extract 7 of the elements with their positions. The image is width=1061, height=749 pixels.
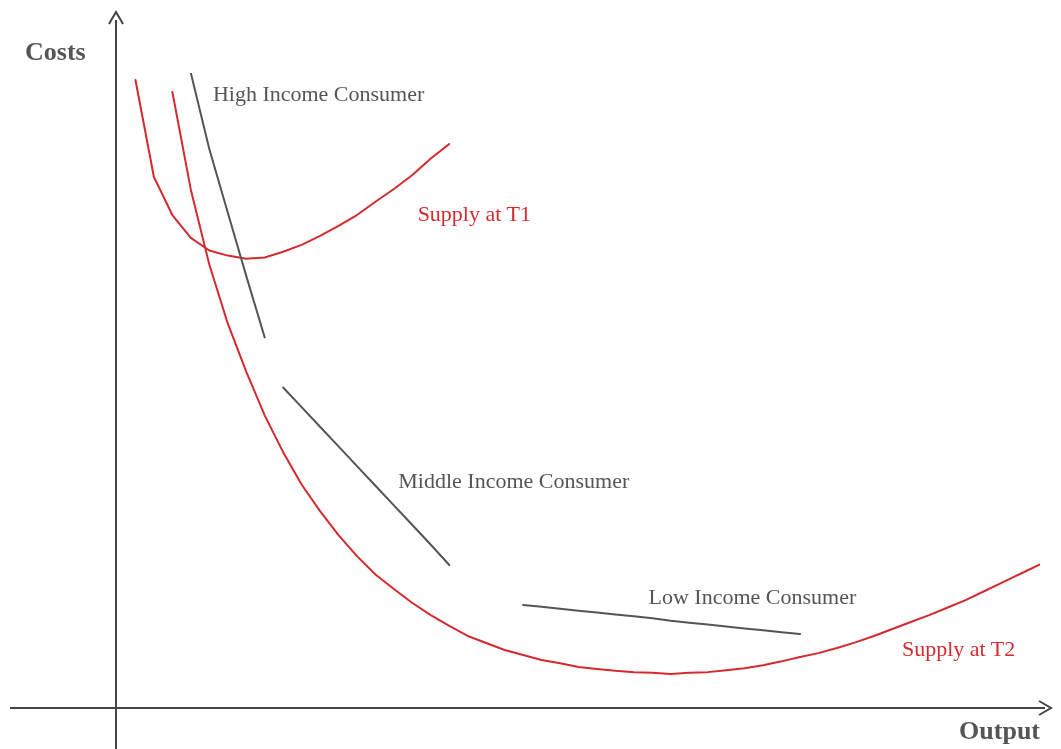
- series-label: Supply at T2: [902, 636, 1016, 662]
- x-axis-title: Output: [959, 716, 1041, 745]
- series-label: Middle Income Consumer: [398, 468, 630, 494]
- series-label: Low Income Consumer: [648, 583, 857, 609]
- series-label: Supply at T1: [417, 201, 531, 227]
- y-axis-title: Costs: [25, 37, 86, 66]
- series-label: High Income Consumer: [212, 81, 425, 107]
